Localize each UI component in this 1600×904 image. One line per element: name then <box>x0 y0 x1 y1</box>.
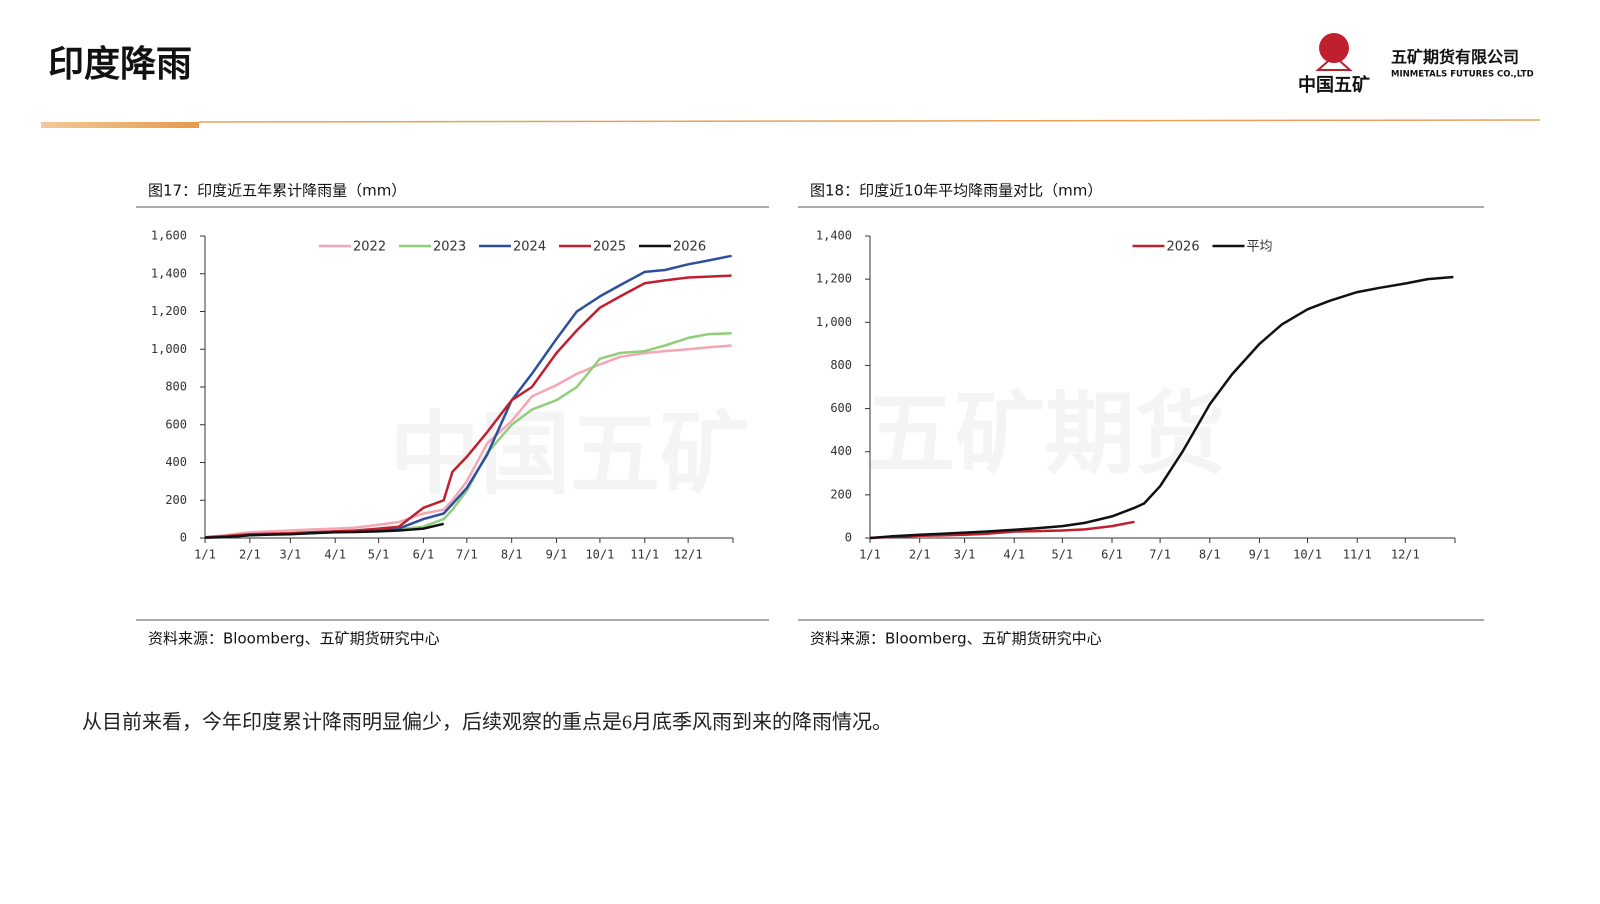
logo <box>1315 33 1353 71</box>
chart-caption: 图18：印度近10年平均降雨量对比（mm） <box>810 182 1102 200</box>
x-tick-label: 8/1 <box>1199 548 1221 562</box>
y-tick-label: 1,200 <box>151 304 187 318</box>
legend-label: 2023 <box>433 240 466 255</box>
company-en: MINMETALS FUTURES CO.,LTD <box>1391 70 1534 80</box>
x-tick-label: 2/1 <box>239 548 261 562</box>
x-tick-label: 4/1 <box>324 548 346 562</box>
x-tick-label: 8/1 <box>501 548 523 562</box>
y-tick-label: 1,000 <box>151 342 187 356</box>
series-line <box>204 522 444 539</box>
x-tick-label: 5/1 <box>1051 548 1073 562</box>
chart-caption: 图17：印度近五年累计降雨量（mm） <box>148 182 406 200</box>
x-tick-label: 2/1 <box>909 548 931 562</box>
x-tick-label: 7/1 <box>1149 548 1171 562</box>
x-tick-label: 10/1 <box>585 548 614 562</box>
x-tick-label: 7/1 <box>456 548 478 562</box>
x-tick-label: 12/1 <box>674 548 703 562</box>
y-tick-label: 400 <box>830 444 852 458</box>
y-tick-label: 1,000 <box>816 315 852 329</box>
y-tick-label: 800 <box>830 358 852 372</box>
x-tick-label: 6/1 <box>1101 548 1123 562</box>
x-tick-label: 12/1 <box>1391 548 1420 562</box>
legend-label: 2026 <box>1167 240 1200 255</box>
x-tick-label: 9/1 <box>546 548 568 562</box>
title-accent <box>41 122 199 128</box>
y-tick-label: 600 <box>830 401 852 415</box>
x-tick-label: 3/1 <box>954 548 976 562</box>
y-tick-label: 200 <box>165 493 187 507</box>
x-tick-label: 5/1 <box>368 548 390 562</box>
x-tick-label: 11/1 <box>1343 548 1372 562</box>
series-line <box>204 344 732 539</box>
x-tick-label: 1/1 <box>859 548 881 562</box>
x-tick-label: 6/1 <box>413 548 435 562</box>
watermark: 中国五矿 <box>390 402 750 507</box>
x-tick-label: 9/1 <box>1249 548 1271 562</box>
x-tick-label: 3/1 <box>280 548 302 562</box>
legend-label: 平均 <box>1247 240 1273 255</box>
y-tick-label: 1,400 <box>816 229 852 243</box>
source-note: 资料来源：Bloomberg、五矿期货研究中心 <box>148 630 440 648</box>
x-tick-label: 4/1 <box>1003 548 1025 562</box>
series-line <box>869 275 1454 540</box>
x-tick-label: 11/1 <box>630 548 659 562</box>
y-tick-label: 200 <box>830 487 852 501</box>
y-tick-label: 400 <box>165 455 187 469</box>
y-tick-label: 0 <box>180 531 187 545</box>
y-tick-label: 1,600 <box>151 229 187 243</box>
x-tick-label: 1/1 <box>194 548 216 562</box>
source-note: 资料来源：Bloomberg、五矿期货研究中心 <box>810 630 1102 648</box>
title-rule <box>198 119 1541 123</box>
y-tick-label: 800 <box>165 380 187 394</box>
y-tick-label: 1,400 <box>151 266 187 280</box>
legend-label: 2025 <box>593 240 626 255</box>
legend-label: 2024 <box>513 240 546 255</box>
body-text: 从目前来看，今年印度累计降雨明显偏少，后续观察的重点是6月底季风雨到来的降雨情况… <box>82 711 892 734</box>
y-tick-label: 1,200 <box>816 272 852 286</box>
y-tick-label: 0 <box>845 531 852 545</box>
watermark: 五矿期货 <box>865 382 1225 487</box>
x-tick-label: 10/1 <box>1293 548 1322 562</box>
legend-label: 2022 <box>353 240 386 255</box>
slide-title: 印度降雨 <box>48 44 192 85</box>
y-tick-label: 600 <box>165 417 187 431</box>
company-cn: 五矿期货有限公司 <box>1391 48 1519 67</box>
legend-label: 2026 <box>673 240 706 255</box>
logo-name: 中国五矿 <box>1298 74 1370 96</box>
